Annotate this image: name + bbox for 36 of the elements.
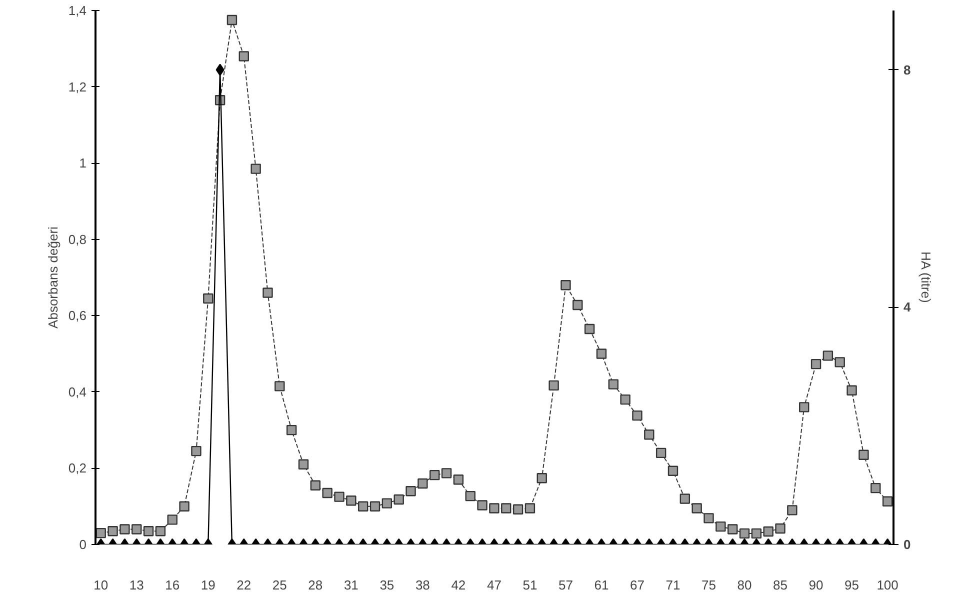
x-tick-label: 51 — [522, 578, 538, 592]
x-tick-label: 71 — [666, 578, 680, 592]
x-tick-label: 31 — [344, 578, 358, 592]
y-tick-label: 0 — [79, 537, 87, 552]
y2-tick-label: 8 — [904, 62, 911, 78]
y-tick-label: 0,6 — [68, 308, 87, 324]
y2-tick-label: 4 — [904, 300, 912, 315]
x-tick-label: 16 — [165, 578, 180, 592]
x-tick-label: 35 — [380, 578, 394, 592]
y2-axis-title: HA (titre) — [918, 252, 934, 303]
y-tick-label: 0,2 — [68, 460, 87, 476]
x-tick-label: 10 — [94, 578, 108, 592]
y-tick-label: 1 — [79, 156, 87, 171]
x-tick-label: 38 — [415, 578, 430, 592]
y-tick-label: 0,8 — [68, 232, 87, 247]
y-tick-label: 1,2 — [68, 79, 87, 94]
x-tick-label: 67 — [630, 578, 644, 592]
x-tick-label: 19 — [200, 578, 216, 592]
x-tick-label: 28 — [308, 578, 323, 592]
x-tick-label: 100 — [876, 578, 898, 592]
x-tick-label: 75 — [702, 578, 716, 592]
y-axis-title: Absorbans değeri — [45, 226, 60, 328]
x-tick-label: 85 — [773, 578, 788, 592]
x-tick-label: 57 — [558, 578, 573, 592]
x-tick-label: 13 — [129, 578, 144, 592]
x-tick-label: 22 — [236, 578, 252, 592]
x-tick-label: 95 — [844, 578, 860, 592]
x-tick-label: 90 — [808, 578, 824, 592]
x-tick-label: 61 — [594, 578, 609, 592]
x-tick-label: 25 — [272, 578, 287, 592]
x-tick-label: 47 — [486, 578, 502, 592]
x-tick-label: 42 — [451, 578, 466, 592]
x-tick-label: 80 — [737, 578, 752, 592]
y-tick-label: 1,4 — [68, 3, 87, 18]
y2-tick-label: 0 — [904, 537, 911, 552]
y-tick-label: 0,4 — [68, 384, 87, 400]
